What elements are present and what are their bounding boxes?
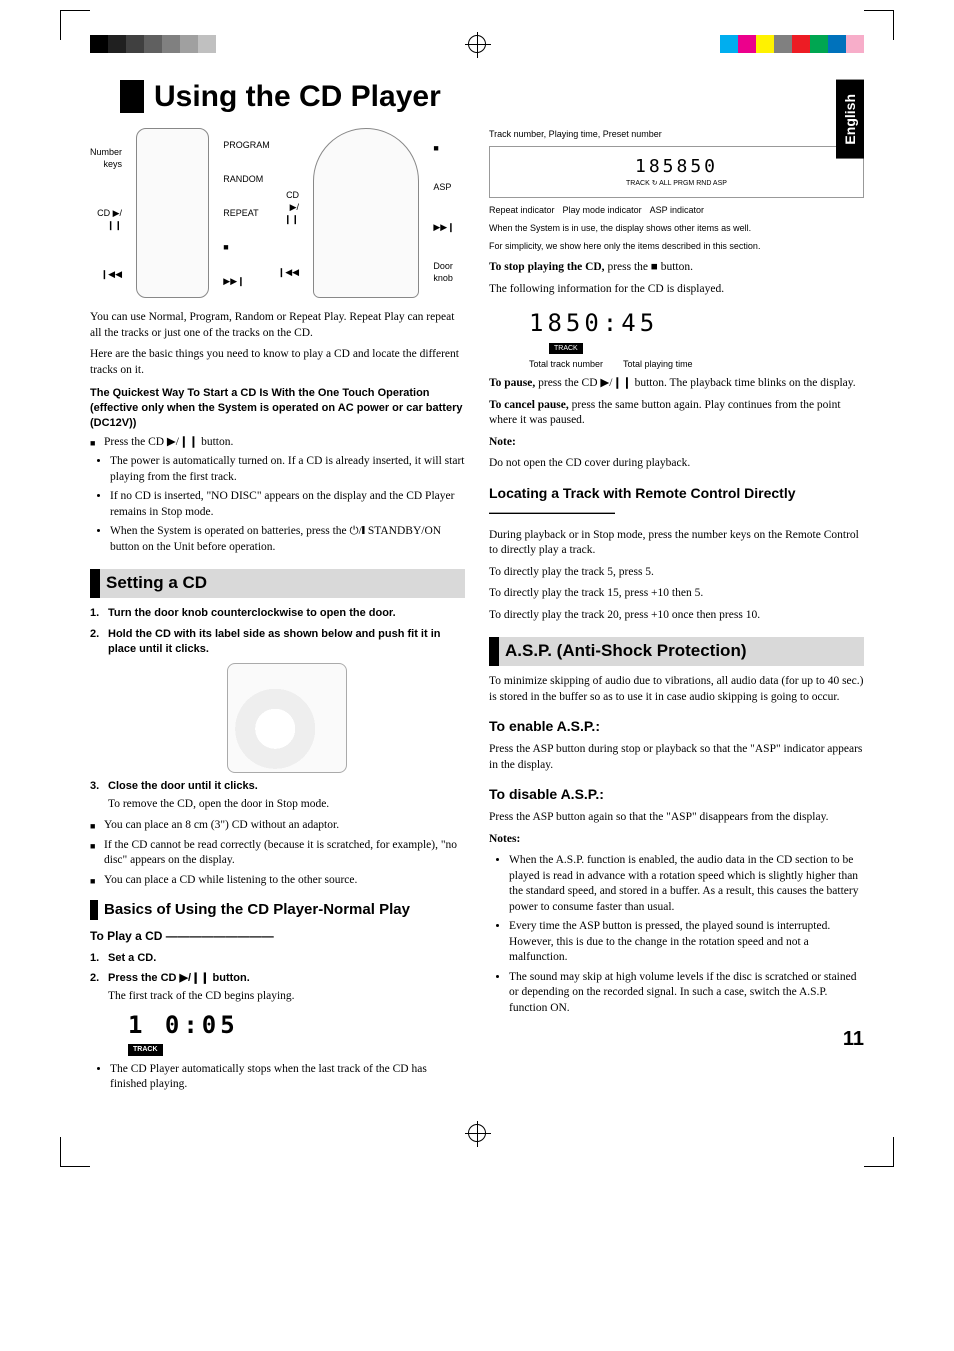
basics-step-1: Set a CD. [90, 951, 465, 966]
note-body: Do not open the CD cover during playback… [489, 456, 864, 472]
disable-asp-heading: To disable A.S.P.: [489, 785, 864, 804]
language-tab: English [836, 80, 864, 159]
callout-cd-play: CD ▶/❙❙ [90, 207, 122, 231]
callout-unit-cd: CD ▶/❙❙ [275, 189, 299, 225]
crop-mark [60, 10, 90, 40]
display-caption: Track number, Playing time, Preset numbe… [489, 128, 864, 140]
step-2: Hold the CD with its label side as shown… [90, 627, 465, 773]
step-3-body: To remove the CD, open the door in Stop … [108, 797, 465, 813]
callout-stop: ■ [223, 241, 265, 253]
asp-indicator-label: ASP indicator [650, 204, 704, 216]
lcd-readout-2: 1850:45 [489, 303, 864, 339]
quick-bullet-3: When the System is operated on batteries… [110, 524, 465, 555]
repeat-indicator-label: Repeat indicator [489, 204, 555, 216]
section-setting-a-cd: Setting a CD [90, 569, 465, 598]
crop-mark [864, 10, 894, 40]
total-time-label: Total playing time [623, 358, 693, 370]
basics-step-2-body: The first track of the CD begins playing… [108, 989, 465, 1005]
callout-program: PROGRAM [223, 139, 265, 151]
page-number: 11 [489, 1026, 864, 1053]
locate-1: During playback or in Stop mode, press t… [489, 528, 864, 559]
crop-marks-bottom [0, 1127, 954, 1177]
asp-note-2: Every time the ASP button is pressed, th… [509, 919, 864, 966]
disable-asp-body: Press the ASP button again so that the "… [489, 810, 864, 826]
callout-unit-prev: ❙◀◀ [275, 266, 299, 278]
callout-unit-stop: ■ [433, 142, 465, 154]
quickest-heading: The Quickest Way To Start a CD Is With t… [90, 386, 465, 431]
to-play-heading: To Play a CD ————————— [90, 928, 465, 944]
section-asp: A.S.P. (Anti-Shock Protection) [489, 637, 864, 666]
to-pause-line: To pause, press the CD ▶/❙❙ button. The … [489, 376, 864, 392]
after-bullet-1: You can place an 8 cm (3") CD without an… [90, 818, 465, 834]
locate-2: To directly play the track 5, press 5. [489, 565, 864, 581]
crop-mark [60, 1137, 90, 1167]
lcd-value: 185850 [498, 155, 855, 179]
quick-bullet-2: If no CD is inserted, "NO DISC" appears … [110, 489, 465, 520]
total-track-label: Total track number [529, 358, 603, 370]
enable-asp-body: Press the ASP button during stop or play… [489, 742, 864, 773]
intro-paragraph-2: Here are the basic things you need to kn… [90, 347, 465, 378]
crop-mark [864, 1137, 894, 1167]
quick-bullet-1: The power is automatically turned on. If… [110, 454, 465, 485]
asp-intro: To minimize skipping of audio due to vib… [489, 674, 864, 705]
lcd-readout-1: 1 0:05 [108, 1005, 465, 1041]
section-basics: Basics of Using the CD Player-Normal Pla… [90, 900, 465, 920]
callout-prev: ❙◀◀ [90, 268, 122, 280]
registration-mark [468, 1124, 486, 1142]
cd-insert-sketch [227, 663, 347, 773]
callout-repeat: REPEAT [223, 207, 265, 219]
lcd-indicators: TRACK ↻ ALL PRGM RND ASP [498, 179, 855, 188]
after-bullet-3: You can place a CD while listening to th… [90, 873, 465, 889]
callout-door-knob: Door knob [433, 260, 465, 284]
display-note-2: For simplicity, we show here only the it… [489, 240, 864, 252]
locate-4: To directly play the track 20, press +10… [489, 608, 864, 624]
auto-stop-note: The CD Player automatically stops when t… [110, 1062, 465, 1093]
to-stop-line: To stop playing the CD, press the ■ butt… [489, 260, 864, 276]
page-title: Using the CD Player [120, 80, 864, 113]
press-cd-line: Press the CD ▶/❙❙ button. [90, 435, 465, 451]
lcd-readout-1-label: TRACK [128, 1044, 163, 1055]
callout-unit-next: ▶▶❙ [433, 221, 465, 233]
to-cancel-line: To cancel pause, press the same button a… [489, 398, 864, 429]
step-3: Close the door until it clicks. To remov… [90, 779, 465, 812]
left-column: Number keys CD ▶/❙❙ ❙◀◀ PROGRAM RANDOM R… [90, 128, 465, 1097]
remote-control-sketch [136, 128, 209, 298]
after-bullet-2: If the CD cannot be read correctly (beca… [90, 838, 465, 869]
remote-and-unit-diagram: Number keys CD ▶/❙❙ ❙◀◀ PROGRAM RANDOM R… [90, 128, 465, 298]
locate-3: To directly play the track 15, press +10… [489, 586, 864, 602]
note-heading: Note: [489, 435, 864, 451]
asp-note-1: When the A.S.P. function is enabled, the… [509, 853, 864, 915]
right-column: Track number, Playing time, Preset numbe… [489, 128, 864, 1097]
callout-unit-asp: ASP [433, 181, 465, 193]
play-mode-label: Play mode indicator [563, 204, 642, 216]
notes-heading: Notes: [489, 832, 864, 848]
callout-number-keys: Number keys [90, 146, 122, 170]
callout-random: RANDOM [223, 173, 265, 185]
basics-step-2: Press the CD ▶/❙❙ button. The first trac… [90, 971, 465, 1056]
enable-asp-heading: To enable A.S.P.: [489, 717, 864, 736]
intro-paragraph-1: You can use Normal, Program, Random or R… [90, 310, 465, 341]
lcd-display-full: 185850 TRACK ↻ ALL PRGM RND ASP [489, 146, 864, 198]
asp-note-3: The sound may skip at high volume levels… [509, 970, 864, 1017]
info-displayed: The following information for the CD is … [489, 282, 864, 298]
display-note-1: When the System is in use, the display s… [489, 222, 864, 234]
callout-next: ▶▶❙ [223, 275, 265, 287]
page-body: English Using the CD Player Number keys … [0, 50, 954, 1127]
locating-heading: Locating a Track with Remote Control Dir… [489, 484, 864, 522]
crop-marks-top [0, 0, 954, 50]
boombox-sketch [313, 128, 419, 298]
step-1: Turn the door knob counterclockwise to o… [90, 606, 465, 621]
lcd-readout-2-label: TRACK [549, 343, 583, 354]
